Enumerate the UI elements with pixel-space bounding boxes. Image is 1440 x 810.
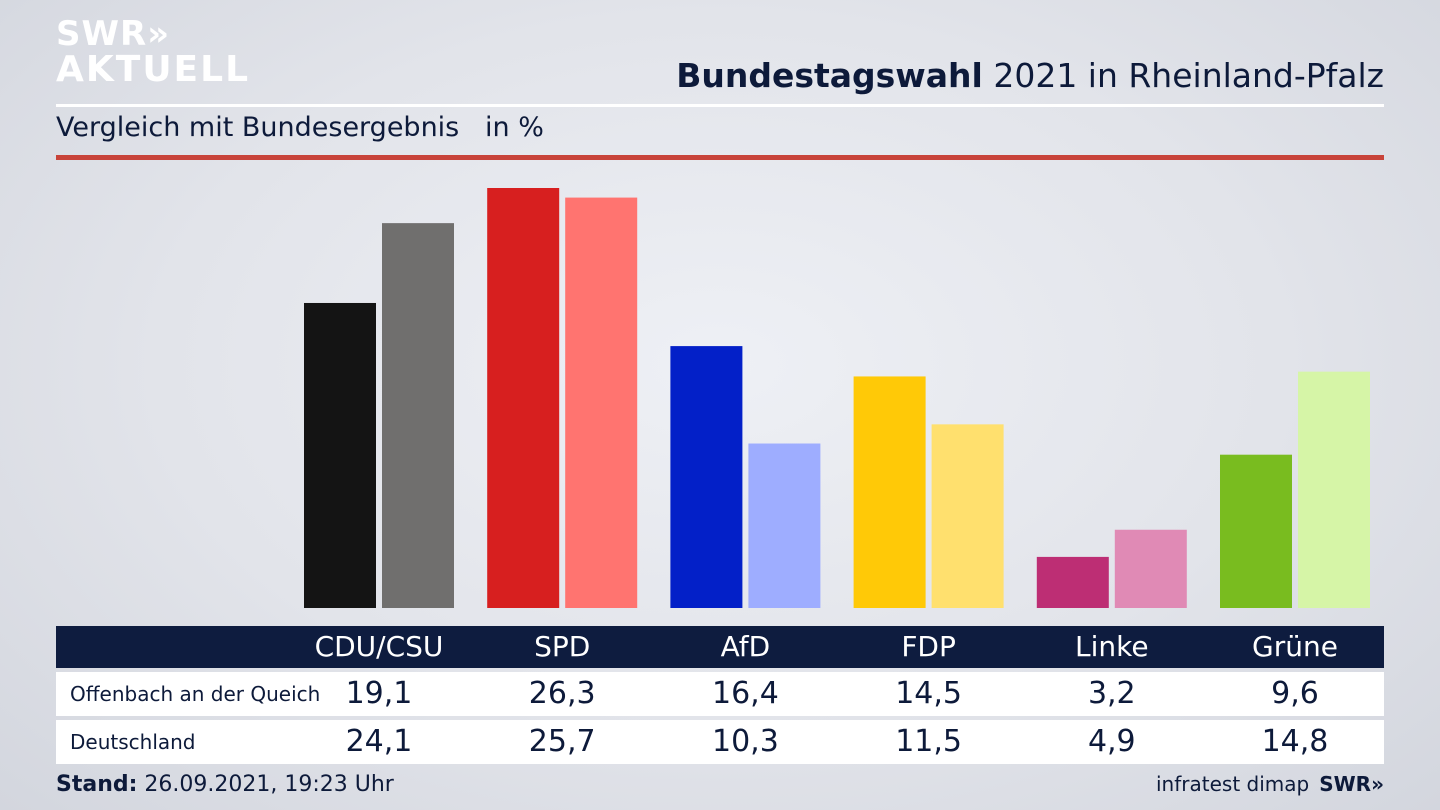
table-row: Deutschland 24,1 25,7 10,3 11,5 4,9 14,8: [56, 720, 1384, 764]
logo-line-2: AKTUELL: [56, 49, 251, 90]
swr-logo-small: SWR»: [1319, 772, 1384, 796]
bar-linke-offenbach: [1036, 556, 1109, 608]
bar-afd-deutschland: [748, 443, 821, 608]
value-label-linke-deutschland: 4,9: [1087, 724, 1136, 759]
value-label-linke-offenbach: 3,2: [1087, 676, 1136, 711]
bar-gr-ne-deutschland: [1298, 371, 1370, 608]
results-table: CDU/CSU SPD AfD FDP Linke Grüne Offenbach an …: [56, 626, 1384, 764]
value-label-gr-ne-deutschland: 14,8: [1261, 724, 1329, 759]
value-label-spd-deutschland: 25,7: [528, 724, 596, 759]
title-rest: 2021 in Rheinland-Pfalz: [982, 56, 1384, 95]
value-label-fdp-offenbach: 14,5: [895, 676, 962, 711]
column-header-gr-ne: Grüne: [1252, 630, 1338, 663]
subtitle-divider: [56, 155, 1384, 160]
bar-gr-ne-offenbach: [1220, 454, 1292, 608]
table-header-row: CDU/CSU SPD AfD FDP Linke Grüne: [56, 626, 1384, 668]
value-label-cdu-csu-deutschland: 24,1: [345, 724, 413, 759]
column-header-cdu-csu: CDU/CSU: [314, 630, 444, 663]
timestamp: Stand: 26.09.2021, 19:23 Uhr: [56, 772, 394, 797]
bar-spd-offenbach: [487, 188, 560, 608]
swr-aktuell-logo: SWR» AKTUELL: [56, 16, 250, 88]
column-header-spd: SPD: [534, 630, 591, 663]
title-divider: [56, 104, 1384, 107]
stand-value: 26.09.2021, 19:23 Uhr: [137, 772, 394, 797]
value-label-gr-ne-offenbach: 9,6: [1271, 676, 1319, 711]
column-header-linke: Linke: [1075, 630, 1149, 663]
value-label-cdu-csu-offenbach: 19,1: [345, 676, 413, 711]
bar-cdu-csu-deutschland: [382, 223, 454, 608]
bar-cdu-csu-offenbach: [304, 302, 376, 608]
column-header-afd: AfD: [720, 630, 771, 663]
title-bold: Bundestagswahl: [676, 56, 983, 95]
logo-line-1: SWR»: [56, 14, 171, 54]
value-label-afd-deutschland: 10,3: [711, 724, 779, 759]
chart-subtitle: Vergleich mit Bundesergebnis in %: [56, 112, 544, 143]
value-label-fdp-deutschland: 11,5: [895, 724, 962, 759]
value-label-spd-offenbach: 26,3: [528, 676, 596, 711]
bar-spd-deutschland: [565, 197, 638, 608]
bar-afd-offenbach: [670, 346, 743, 608]
table-row: Offenbach an der Queich 19,1 26,3 16,4 14,5…: [56, 672, 1384, 716]
value-label-afd-offenbach: 16,4: [711, 676, 779, 711]
bar-linke-deutschland: [1114, 529, 1187, 608]
row-label-deutschland: Deutschland: [70, 730, 196, 754]
source-credit: infratest dimap SWR»: [1156, 772, 1384, 796]
stand-label: Stand:: [56, 772, 138, 797]
page-title: Bundestagswahl 2021 in Rheinland-Pfalz: [676, 56, 1384, 95]
column-header-fdp: FDP: [901, 630, 956, 663]
source-name: infratest dimap: [1156, 772, 1310, 796]
bar-fdp-deutschland: [931, 424, 1004, 608]
row-label-offenbach: Offenbach an der Queich: [70, 682, 321, 706]
bar-fdp-offenbach: [853, 376, 926, 608]
